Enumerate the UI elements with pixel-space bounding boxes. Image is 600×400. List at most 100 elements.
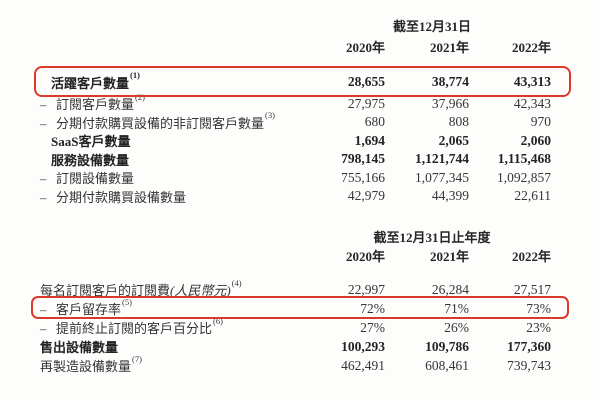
row-label: 再製造設備數量(7)	[40, 353, 295, 375]
table2-rows: 每名訂閱客戶的訂閱費(人民幣元)(4) 22,997 26,284 27,517 – 客戶…	[40, 277, 551, 375]
row-label: – 分期付款購買設備的非訂閱客戶數量(3)	[40, 110, 295, 132]
row-label-text: 服務設備數量	[51, 152, 130, 168]
table2-years-row: 2020年 2021年 2022年	[40, 246, 551, 265]
year-column-header: 2020年	[345, 40, 385, 55]
value-cell-2020: 27,975	[347, 95, 385, 111]
table-row: – 訂閱設備數量 755,166 1,077,345 1,092,857	[40, 168, 551, 187]
table-row-highlighted: – 客戶留存率(5) 72% 71% 73%	[40, 296, 551, 318]
row-label: – 提前終止訂閱的客戶百分比(6)	[40, 315, 295, 337]
value-cell-2022: 23%	[526, 319, 551, 335]
value-cell-2020: 680	[364, 114, 385, 129]
year-column-header: 2021年	[429, 40, 469, 55]
table1-rows: 活躍客戶數量(1) 28,655 38,774 43,313– 訂閱客戶數量(2) 27,…	[40, 70, 551, 205]
value-cell-2021: 2,065	[438, 132, 469, 148]
value-cell-2022: 73%	[526, 300, 551, 316]
value-cell-2021: 1,077,345	[415, 169, 469, 185]
value-cell-2022: 1,115,468	[497, 151, 551, 166]
value-cell-2022: 1,092,857	[497, 169, 551, 185]
value-cell-2020: 27%	[360, 319, 385, 335]
value-cell-2021: 38,774	[431, 74, 469, 89]
dash-prefix: –	[40, 302, 47, 317]
year-column-header: 2021年	[429, 249, 469, 264]
dash-prefix: –	[40, 115, 47, 131]
row-label-text: SaaS客戶數量	[51, 134, 131, 149]
row-label: SaaS客戶數量	[40, 131, 295, 150]
dash-prefix: –	[40, 189, 47, 205]
value-cell-2022: 970	[530, 114, 551, 129]
table-row: – 分期付款購買設備的非訂閱客戶數量(3) 680 808 970	[40, 110, 551, 132]
value-cell-2022: 22,611	[514, 188, 551, 203]
value-cell-2021: 44,399	[431, 188, 469, 203]
value-cell-2021: 109,786	[425, 338, 469, 354]
value-cell-2022: 27,517	[513, 281, 551, 297]
dash-prefix: –	[40, 97, 47, 112]
row-label: – 分期付款購買設備數量	[40, 187, 295, 206]
table2-period-header: 截至12月31日止年度	[373, 230, 491, 245]
value-cell-2021: 26,284	[431, 281, 469, 297]
row-label-text: 活躍客戶數量	[51, 75, 130, 91]
table-row: 每名訂閱客戶的訂閱費(人民幣元)(4) 22,997 26,284 27,517	[40, 277, 551, 299]
value-cell-2021: 608,461	[425, 357, 469, 373]
value-cell-2020: 22,997	[347, 281, 385, 297]
row-label: – 訂閱客戶數量(2)	[40, 91, 295, 113]
table-row-highlighted: 活躍客戶數量(1) 28,655 38,774 43,313	[40, 70, 551, 94]
footnote-superscript: (7)	[132, 353, 142, 364]
row-label-text: 再製造設備數量	[40, 359, 132, 374]
year-column-header: 2020年	[345, 249, 385, 264]
footnote-superscript: (1)	[130, 70, 140, 81]
row-label: 活躍客戶數量(1)	[40, 70, 295, 92]
value-cell-2022: 739,743	[507, 357, 551, 373]
value-cell-2020: 100,293	[341, 338, 385, 354]
table1-period-header: 截至12月31日	[392, 19, 471, 34]
value-cell-2020: 72%	[360, 300, 385, 316]
table1-years-row: 2020年 2021年 2022年	[40, 37, 551, 56]
value-cell-2020: 42,979	[347, 188, 385, 203]
row-label: – 訂閱設備數量	[40, 168, 295, 187]
table-row: 再製造設備數量(7) 462,491 608,461 739,743	[40, 353, 551, 375]
row-label-text: 每名訂閱客戶的訂閱費	[40, 283, 171, 298]
value-cell-2020: 462,491	[341, 357, 385, 373]
row-label: 服務設備數量	[40, 150, 295, 169]
value-cell-2020: 755,166	[341, 169, 385, 185]
dash-prefix: –	[40, 171, 47, 186]
value-cell-2022: 2,060	[520, 132, 551, 148]
row-label: – 客戶留存率(5)	[40, 296, 295, 318]
value-cell-2020: 1,694	[354, 132, 385, 148]
row-label-text: 客戶留存率	[56, 302, 122, 317]
table-row: SaaS客戶數量 1,694 2,065 2,060	[40, 131, 551, 150]
footnote-superscript: (6)	[213, 315, 223, 326]
row-label-text: 訂閱客戶數量	[56, 97, 135, 112]
year-column-header: 2022年	[511, 40, 551, 55]
row-label-text: 分期付款購買設備的非訂閱客戶數量	[56, 115, 265, 131]
footnote-superscript: (3)	[265, 110, 275, 121]
row-label-italic-text: (人民幣元)	[170, 283, 231, 298]
table-row: 服務設備數量 798,145 1,121,744 1,115,468	[40, 150, 551, 169]
table-row: – 提前終止訂閱的客戶百分比(6) 27% 26% 23%	[40, 315, 551, 337]
year-row-spacer	[40, 37, 295, 56]
footnote-superscript: (2)	[135, 91, 145, 102]
value-cell-2020: 28,655	[347, 74, 385, 89]
table-row: 售出設備數量 100,293 109,786 177,360	[40, 337, 551, 356]
value-cell-2020: 798,145	[341, 151, 385, 166]
value-cell-2022: 42,343	[513, 95, 551, 111]
value-cell-2022: 177,360	[507, 338, 551, 354]
year-column-header: 2022年	[511, 249, 551, 264]
value-cell-2021: 808	[448, 114, 469, 129]
dash-prefix: –	[40, 321, 47, 336]
row-label: 每名訂閱客戶的訂閱費(人民幣元)(4)	[40, 277, 295, 299]
table-row: – 訂閱客戶數量(2) 27,975 37,966 42,343	[40, 91, 551, 113]
row-label-text: 售出設備數量	[40, 340, 119, 355]
value-cell-2021: 37,966	[431, 95, 469, 111]
value-cell-2022: 43,313	[513, 74, 551, 89]
row-label-text: 提前終止訂閱的客戶百分比	[56, 321, 213, 336]
row-label-text: 訂閱設備數量	[56, 171, 135, 186]
year-row-spacer	[40, 246, 295, 265]
row-label-text: 分期付款購買設備數量	[56, 189, 187, 205]
row-label: 售出設備數量	[40, 337, 295, 356]
footnote-superscript: (5)	[122, 296, 132, 307]
value-cell-2021: 26%	[444, 319, 469, 335]
value-cell-2021: 1,121,744	[415, 151, 469, 166]
table-row: – 分期付款購買設備數量 42,979 44,399 22,611	[40, 187, 551, 206]
footnote-superscript: (4)	[231, 277, 242, 288]
